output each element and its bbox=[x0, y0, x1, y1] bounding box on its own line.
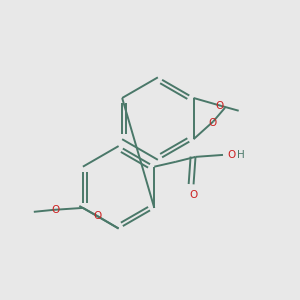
Text: O: O bbox=[208, 118, 216, 128]
Text: O: O bbox=[215, 101, 223, 111]
Text: H: H bbox=[237, 150, 244, 160]
Text: O: O bbox=[94, 211, 102, 221]
Text: O: O bbox=[51, 205, 59, 215]
Text: O: O bbox=[227, 150, 235, 160]
Text: O: O bbox=[189, 190, 198, 200]
